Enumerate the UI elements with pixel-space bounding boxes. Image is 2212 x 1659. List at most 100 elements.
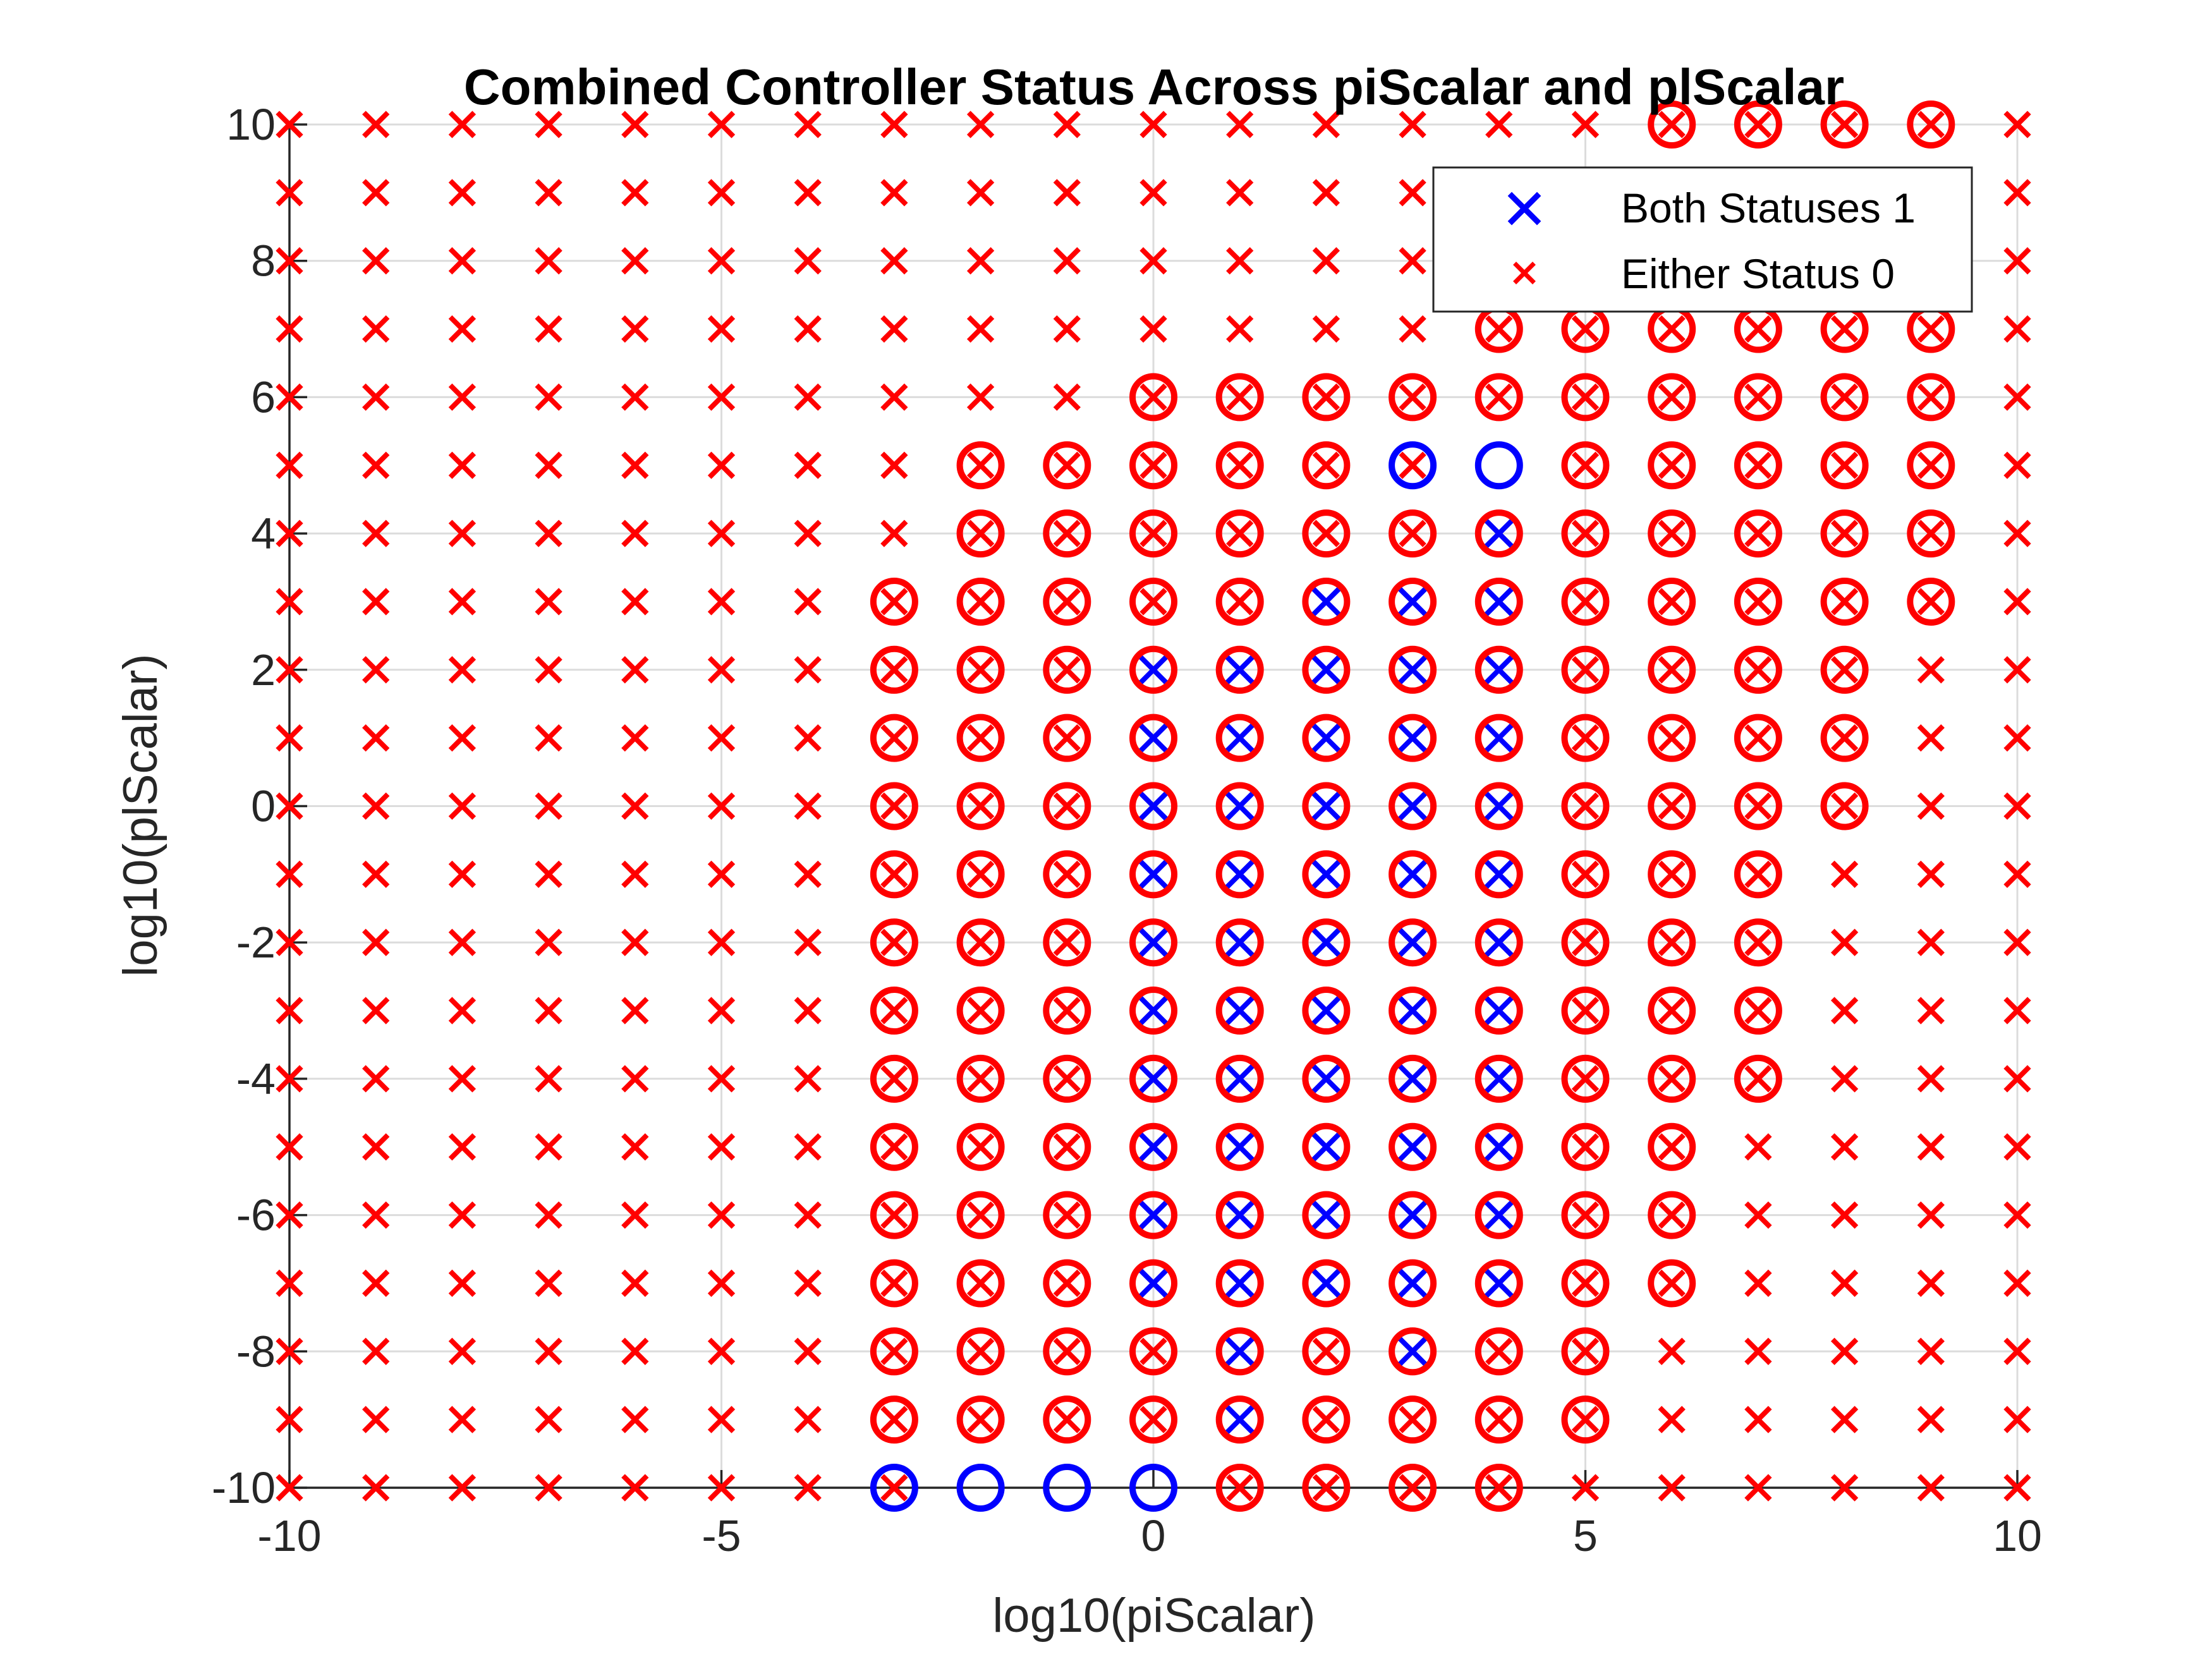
- status-circle-red: [1215, 1191, 1264, 1239]
- either-status-0-point: [362, 1065, 390, 1093]
- either-status-0-point: [1658, 997, 1686, 1024]
- both-statuses-1-point: [1225, 1200, 1255, 1230]
- legend-entry-either-status-0: Either Status 0: [1621, 250, 1895, 297]
- status-circle-red: [1215, 850, 1264, 899]
- either-status-0-point: [1312, 1474, 1340, 1502]
- status-circle-red: [956, 714, 1005, 762]
- tick-labels: -10 -5 0 5 10 -10 -8 -6 -4 -2 0 2 4 6 8 10: [212, 100, 2042, 1560]
- status-circle-red: [1302, 1395, 1351, 1444]
- both-statuses-1-point: [1139, 996, 1168, 1025]
- both-statuses-1-point: [1398, 587, 1427, 616]
- either-status-0-point: [966, 1133, 995, 1161]
- both-statuses-1-point: [1311, 723, 1341, 753]
- either-status-0-point: [794, 520, 822, 547]
- either-status-0-point: [1226, 111, 1254, 138]
- either-status-0-point: [1053, 1201, 1081, 1229]
- status-circle-red: [1129, 509, 1177, 558]
- either-status-0-point: [1830, 1269, 1859, 1297]
- status-circle-red: [1648, 1191, 1696, 1239]
- both-statuses-1-point: [1311, 587, 1341, 616]
- status-circle-red: [1389, 987, 1437, 1035]
- either-status-0-point: [276, 315, 303, 343]
- either-status-0-point: [1571, 383, 1600, 411]
- either-status-0-point: [880, 1065, 908, 1093]
- either-status-0-point: [1571, 1337, 1600, 1365]
- either-status-0-point: [535, 383, 562, 411]
- either-status-0-point: [966, 111, 995, 138]
- either-status-0-point: [362, 1406, 390, 1433]
- either-status-0-point: [621, 179, 649, 207]
- both-statuses-1-point: [1485, 1133, 1514, 1162]
- either-status-0-point: [535, 860, 562, 889]
- both-statuses-1-point: [1139, 928, 1168, 957]
- status-circle-red: [956, 1191, 1005, 1239]
- legend-entry-both-statuses-1: Both Statuses 1: [1621, 185, 1916, 231]
- either-status-0-point: [880, 315, 908, 343]
- either-status-0-point: [1571, 997, 1600, 1024]
- either-status-0-point: [448, 111, 477, 138]
- status-circle-red: [1389, 918, 1437, 967]
- either-status-0-point: [276, 1065, 303, 1093]
- both-statuses-1-point: [1225, 791, 1255, 821]
- either-status-0-point: [448, 656, 477, 684]
- chart-title: Combined Controller Status Across piScal…: [464, 59, 1844, 115]
- either-status-0-point: [1830, 383, 1859, 411]
- either-status-0-point: [1312, 1337, 1340, 1365]
- either-status-0-point: [1830, 1474, 1859, 1502]
- either-status-0-point: [1571, 656, 1600, 684]
- status-circle-red: [1474, 373, 1523, 422]
- both-statuses-1-point: [1398, 1268, 1427, 1298]
- status-circle-red: [1215, 1259, 1264, 1308]
- either-status-0-point: [1139, 383, 1167, 411]
- status-circle-red: [1215, 782, 1264, 830]
- status-circle-red: [1820, 373, 1869, 422]
- either-status-0-point: [1658, 1201, 1686, 1229]
- both-statuses-1-point: [1139, 1268, 1168, 1298]
- status-circle-red: [1561, 1395, 1610, 1444]
- status-circle-red: [1474, 1054, 1523, 1103]
- either-status-0-point: [2003, 588, 2031, 616]
- status-circle-red: [1734, 1054, 1782, 1103]
- either-status-0-point: [707, 247, 736, 275]
- either-status-0-point: [535, 1337, 562, 1365]
- status-circle-red: [1561, 441, 1610, 490]
- status-circle-blue: [956, 1464, 1005, 1512]
- either-status-0-point: [1658, 724, 1686, 752]
- status-circle-red: [870, 645, 918, 694]
- status-circle-red: [1820, 782, 1869, 830]
- status-circle-red: [1043, 850, 1091, 899]
- both-statuses-1-point: [1398, 928, 1427, 957]
- either-status-0-point: [621, 1201, 649, 1229]
- either-status-0-point: [966, 315, 995, 343]
- either-status-0-point: [276, 792, 303, 820]
- either-status-0-point: [1830, 928, 1859, 956]
- status-circle-red: [956, 850, 1005, 899]
- either-status-0-point: [966, 860, 995, 889]
- either-status-0-point: [1485, 1474, 1513, 1502]
- either-status-0-point: [1571, 1065, 1600, 1093]
- status-circle-red: [1302, 441, 1351, 490]
- either-status-0-point: [880, 724, 908, 752]
- either-status-0-point: [2003, 315, 2031, 343]
- either-status-0-point: [1485, 315, 1513, 343]
- status-circle-red: [1215, 1464, 1264, 1512]
- status-circle-red: [1820, 441, 1869, 490]
- either-status-0-point: [707, 1474, 736, 1502]
- status-circle-red: [1561, 1054, 1610, 1103]
- either-status-0-point: [1226, 451, 1254, 479]
- either-status-0-point: [448, 1337, 477, 1365]
- y-tick-label: 4: [251, 509, 276, 558]
- both-statuses-1-point: [1139, 723, 1168, 753]
- either-status-0-point: [621, 997, 649, 1024]
- status-circle-red: [1129, 1054, 1177, 1103]
- x-tick-label: 0: [1141, 1511, 1166, 1560]
- both-statuses-1-point: [1311, 928, 1341, 957]
- either-status-0-point: [535, 724, 562, 752]
- status-circle-red: [956, 509, 1005, 558]
- either-status-0-point: [966, 588, 995, 616]
- either-status-0-point: [1658, 1337, 1686, 1365]
- markers: [276, 100, 2031, 1512]
- status-circle-red: [1389, 373, 1437, 422]
- y-axis-label: log10(plScalar): [114, 653, 167, 976]
- either-status-0-point: [535, 928, 562, 956]
